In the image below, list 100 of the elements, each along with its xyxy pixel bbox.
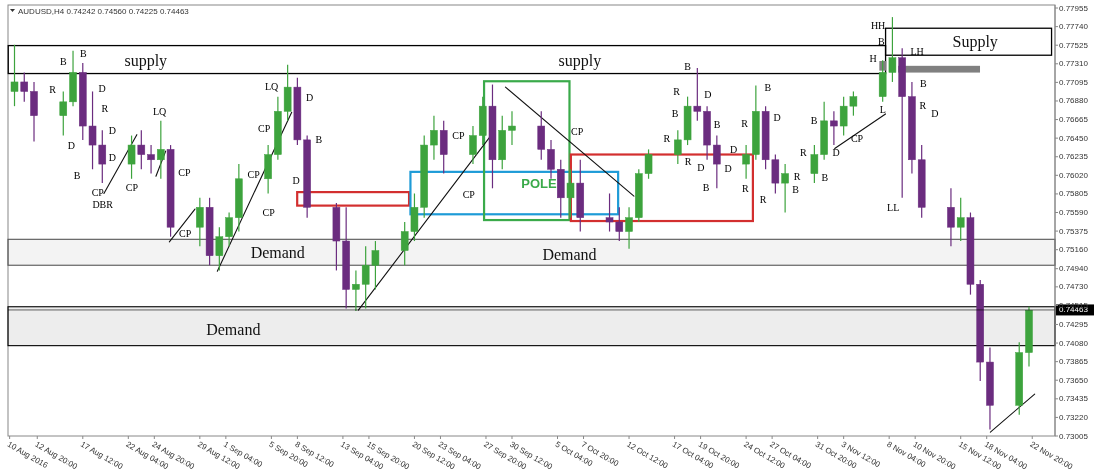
annotation: D bbox=[108, 151, 117, 163]
candlestick bbox=[693, 67, 702, 122]
candlestick bbox=[508, 110, 516, 146]
annotation: R bbox=[800, 147, 807, 159]
annotation: R bbox=[49, 84, 57, 96]
annotation: B bbox=[810, 115, 818, 127]
annotation: R bbox=[684, 155, 692, 167]
candlestick bbox=[147, 144, 155, 175]
candlestick bbox=[781, 163, 789, 214]
candlestick bbox=[537, 110, 546, 161]
annotation: D bbox=[305, 92, 314, 104]
annotation: D bbox=[773, 112, 781, 124]
annotation: Supply bbox=[952, 33, 998, 52]
annotation: supply bbox=[558, 51, 602, 70]
y-tick-label: 0.74940 bbox=[1059, 264, 1089, 274]
candlestick bbox=[469, 125, 477, 165]
annotation: R bbox=[663, 132, 671, 144]
y-tick-label: 0.76665 bbox=[1059, 115, 1089, 125]
x-tick-label: 12 Oct 12:00 bbox=[625, 439, 670, 471]
annotation: R bbox=[759, 194, 767, 206]
annotation: R bbox=[919, 99, 927, 111]
annotation: D bbox=[98, 83, 106, 95]
y-tick-label: 0.75805 bbox=[1059, 189, 1089, 199]
candlestick bbox=[127, 134, 136, 180]
candlestick bbox=[625, 206, 633, 250]
y-tick-label: 0.77095 bbox=[1059, 77, 1089, 87]
annotation: LL bbox=[887, 202, 900, 214]
candlestick bbox=[547, 139, 555, 180]
annotation: D bbox=[67, 140, 76, 152]
candlestick bbox=[20, 71, 29, 103]
y-tick-label: 0.75590 bbox=[1059, 208, 1089, 217]
annotation: R bbox=[741, 118, 749, 130]
candlestick bbox=[566, 168, 575, 219]
annotation: CP bbox=[462, 188, 476, 200]
y-tick-label: 0.74080 bbox=[1059, 338, 1089, 348]
annotation: POLE bbox=[521, 175, 557, 191]
annotation: CP bbox=[257, 122, 271, 134]
annotation: R bbox=[793, 171, 801, 183]
annotation: D bbox=[292, 175, 300, 187]
annotation: D bbox=[931, 107, 939, 119]
annotation: CP bbox=[452, 129, 465, 141]
annotation: LQ bbox=[152, 106, 168, 118]
y-tick-label: 0.75375 bbox=[1059, 226, 1089, 236]
y-tick-label: 0.76235 bbox=[1059, 152, 1089, 162]
annotation: D bbox=[730, 144, 738, 156]
annotation: LQ bbox=[265, 80, 280, 92]
y-tick-label: 0.77740 bbox=[1059, 22, 1089, 32]
annotation: D bbox=[108, 124, 117, 136]
annotation: CP bbox=[262, 206, 276, 218]
candlestick bbox=[137, 129, 146, 170]
candlestick bbox=[947, 187, 955, 247]
annotation: B bbox=[919, 77, 927, 89]
annotation: supply bbox=[124, 51, 168, 70]
annotation: R bbox=[673, 86, 681, 98]
annotation: D bbox=[724, 163, 732, 175]
y-tick-label: 0.73650 bbox=[1059, 375, 1089, 385]
candlestick bbox=[430, 115, 438, 161]
annotation: CP bbox=[178, 167, 191, 179]
annotation: CP bbox=[179, 228, 192, 240]
annotation: B bbox=[315, 133, 323, 145]
candlestick bbox=[830, 110, 838, 146]
annotation: Demand bbox=[206, 321, 261, 339]
annotation: B bbox=[671, 107, 679, 119]
annotation: Demand bbox=[542, 246, 597, 264]
chart-title: AUDUSD,H4 0.74242 0.74560 0.74225 0.74463 bbox=[18, 6, 190, 16]
y-tick-label: 0.73865 bbox=[1059, 357, 1089, 367]
y-tick-label: 0.74295 bbox=[1059, 319, 1089, 329]
annotation: CP bbox=[125, 182, 139, 194]
annotation: CP bbox=[850, 132, 864, 144]
annotation: CP bbox=[247, 169, 261, 181]
y-tick-label: 0.73005 bbox=[1059, 431, 1089, 441]
candlestick bbox=[352, 269, 360, 312]
y-tick-label: 0.77955 bbox=[1059, 3, 1089, 13]
x-tick-label: 22 Nov 20:00 bbox=[1028, 439, 1075, 472]
annotation: B bbox=[702, 181, 710, 193]
candlestick bbox=[742, 144, 750, 180]
y-tick-label: 0.73435 bbox=[1059, 394, 1089, 404]
candlestick bbox=[956, 197, 965, 242]
annotation: B bbox=[684, 61, 692, 73]
y-tick-label: 0.73220 bbox=[1059, 412, 1089, 422]
annotation: LH bbox=[910, 45, 924, 57]
annotation: H bbox=[869, 52, 877, 64]
annotation: CP bbox=[91, 187, 105, 199]
annotation: B bbox=[79, 47, 87, 59]
y-tick-label: 0.76020 bbox=[1059, 170, 1089, 180]
candlestick bbox=[196, 197, 204, 247]
candlestick bbox=[713, 134, 721, 189]
annotation: HH bbox=[870, 19, 886, 31]
y-tick-label: 0.74730 bbox=[1059, 282, 1089, 292]
annotation: R bbox=[101, 102, 109, 114]
annotation: B bbox=[878, 36, 886, 48]
candlestick bbox=[157, 120, 165, 180]
y-tick-label: 0.75160 bbox=[1059, 245, 1089, 255]
annotation: CP bbox=[571, 125, 584, 137]
annotation: D bbox=[697, 162, 705, 174]
annotation: DBR bbox=[92, 199, 114, 211]
y-tick-label: 0.77525 bbox=[1059, 40, 1089, 50]
annotation: B bbox=[821, 172, 829, 184]
annotation: B bbox=[73, 170, 81, 182]
annotation: L bbox=[879, 103, 886, 115]
